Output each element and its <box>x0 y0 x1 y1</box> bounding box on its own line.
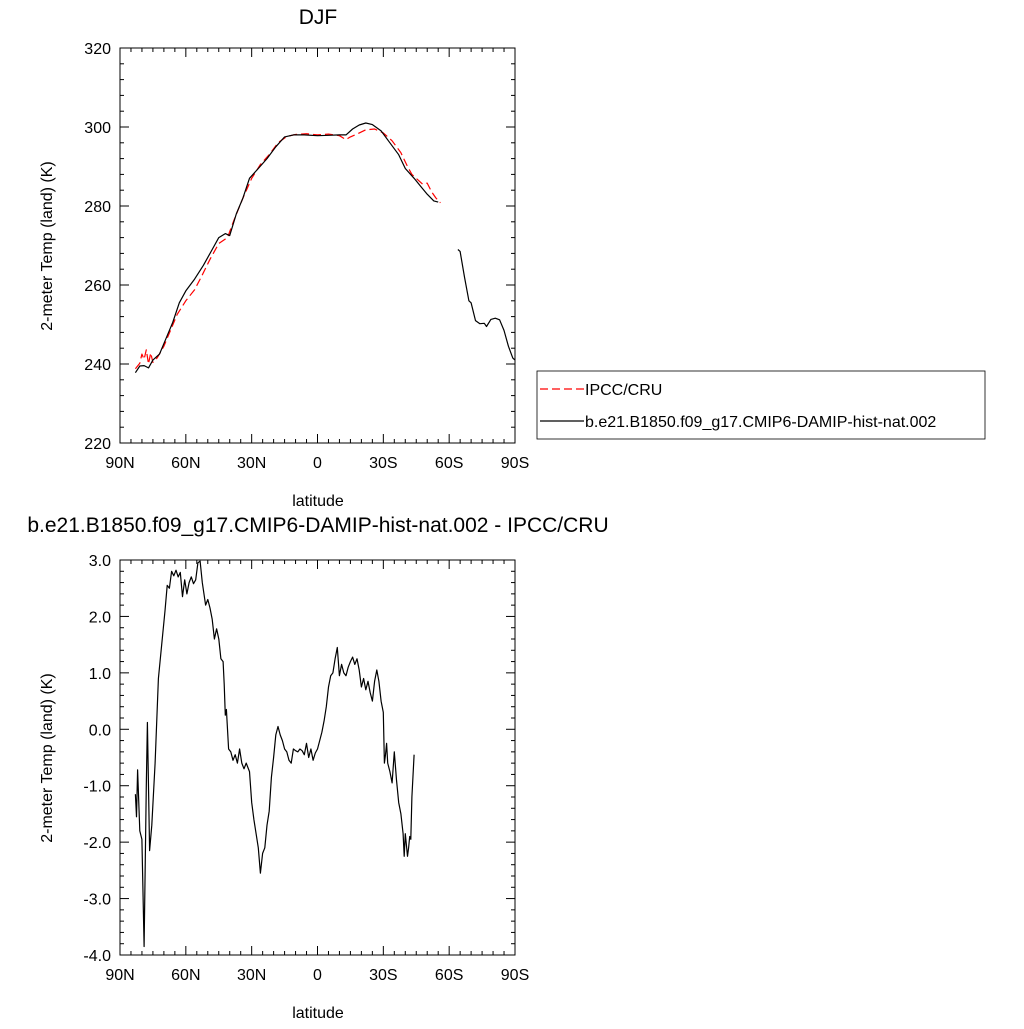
series-line-ipcc-cru-segment-0 <box>134 128 441 370</box>
x-tick-label: 0 <box>313 455 322 472</box>
x-tick-label: 90S <box>501 455 529 472</box>
y-tick-label: 260 <box>84 278 111 295</box>
x-tick-label: 60N <box>171 967 200 984</box>
plot-frame <box>119 47 516 444</box>
legend-label-ipcc-cru: IPCC/CRU <box>585 382 662 399</box>
y-tick-label: 240 <box>84 357 111 374</box>
y-tick-label: -2.0 <box>83 835 111 852</box>
top-chart-panel: DJF latitude 2-meter Temp (land) (K) 90N… <box>39 6 529 510</box>
x-tick-label: 60S <box>435 967 463 984</box>
x-tick-label: 30S <box>369 455 397 472</box>
y-tick-label: -1.0 <box>83 779 111 796</box>
y-tick-label: 320 <box>84 41 111 58</box>
y-tick-label: 300 <box>84 120 111 137</box>
x-tick-label: 60N <box>171 455 200 472</box>
x-tick-label: 30N <box>237 967 266 984</box>
legend-box <box>536 370 986 440</box>
top-chart-title: DJF <box>299 6 338 29</box>
series-line-difference-segment-0 <box>134 560 415 948</box>
y-tick-label: 0.0 <box>89 722 111 739</box>
legend-label-model: b.e21.B1850.f09_g17.CMIP6-DAMIP-hist-nat… <box>585 414 936 431</box>
x-tick-label: 0 <box>313 967 322 984</box>
y-tick-label: -4.0 <box>83 948 111 965</box>
y-tick-label: 2.0 <box>89 609 111 626</box>
x-tick-label: 90S <box>501 967 529 984</box>
bottom-chart-panel: b.e21.B1850.f09_g17.CMIP6-DAMIP-hist-nat… <box>27 514 608 1022</box>
y-tick-label: -3.0 <box>83 892 111 909</box>
y-tick-label: 280 <box>84 199 111 216</box>
legend: IPCC/CRU b.e21.B1850.f09_g17.CMIP6-DAMIP… <box>536 370 986 440</box>
x-tick-label: 30S <box>369 967 397 984</box>
bottom-chart-title: b.e21.B1850.f09_g17.CMIP6-DAMIP-hist-nat… <box>27 514 608 537</box>
top-chart-y-axis-label: 2-meter Temp (land) (K) <box>39 161 56 331</box>
x-tick-label: 30N <box>237 455 266 472</box>
top-chart-x-axis-label: latitude <box>292 493 344 510</box>
x-tick-label: 90N <box>105 455 134 472</box>
x-tick-label: 90N <box>105 967 134 984</box>
series-line-model-segment-0 <box>134 122 439 374</box>
y-tick-label: 220 <box>84 436 111 453</box>
plot-frame <box>119 559 516 956</box>
y-tick-label: 1.0 <box>89 666 111 683</box>
x-tick-label: 60S <box>435 455 463 472</box>
bottom-chart-x-axis-label: latitude <box>292 1005 344 1022</box>
bottom-chart-y-axis-label: 2-meter Temp (land) (K) <box>39 673 56 843</box>
series-line-model-segment-1 <box>457 249 516 361</box>
y-tick-label: 3.0 <box>89 553 111 570</box>
